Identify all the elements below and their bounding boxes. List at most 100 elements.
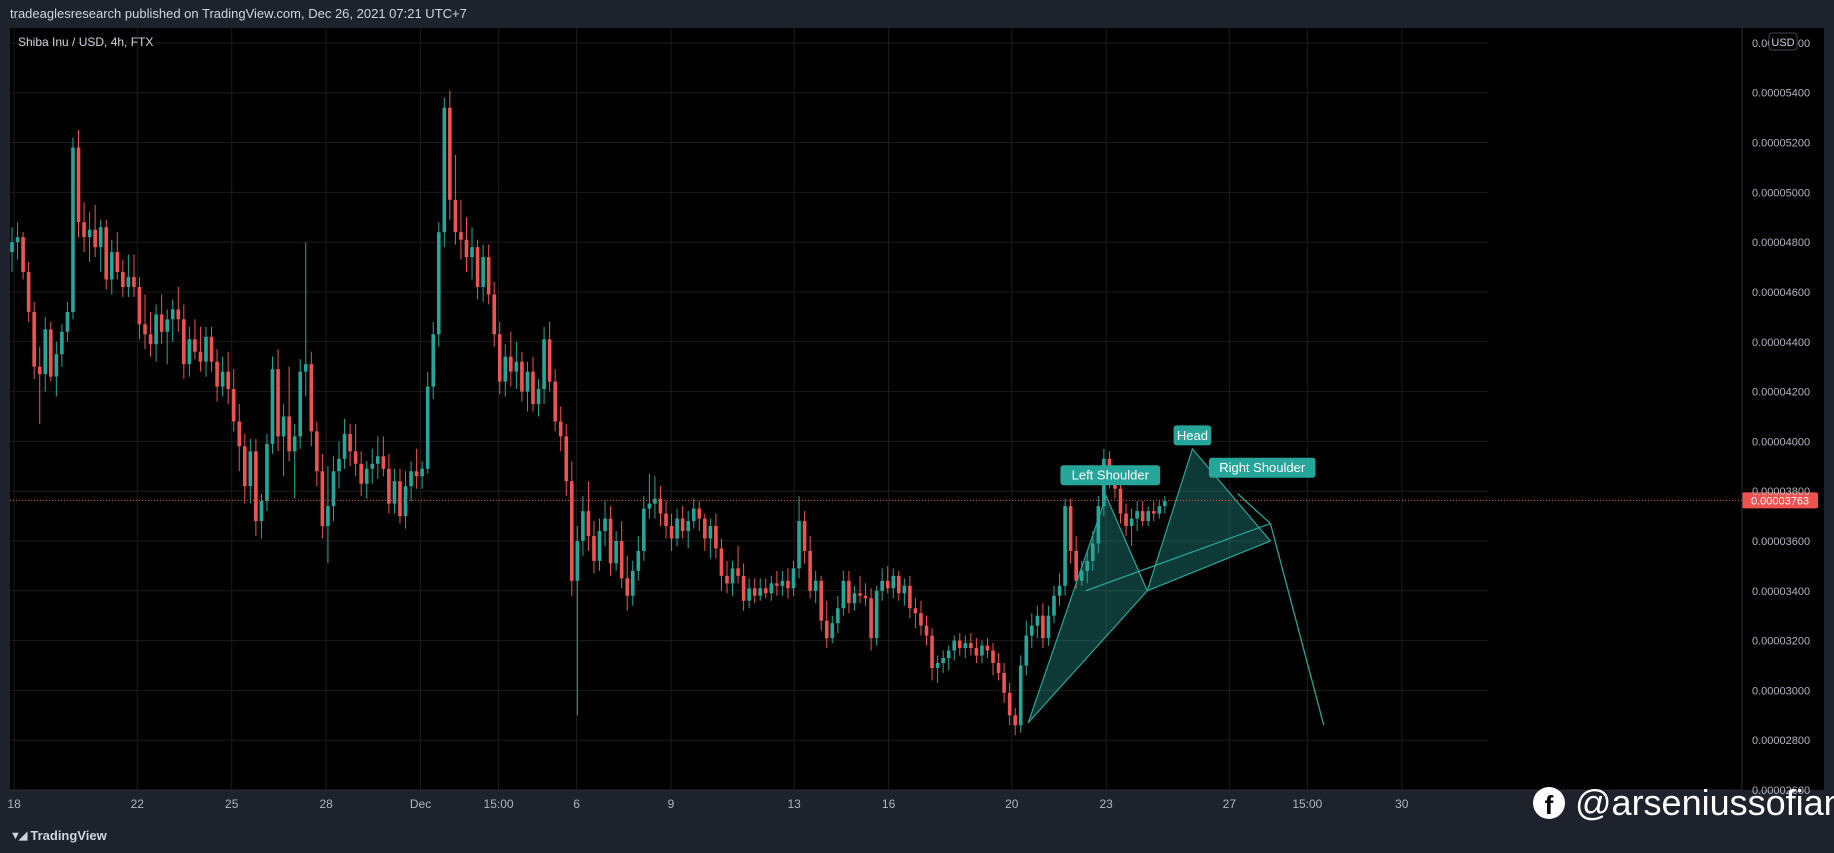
currency-badge-box[interactable] (1768, 32, 1798, 51)
candle-body (946, 650, 951, 659)
y-tick-label: 0.00003200 (1752, 636, 1810, 648)
candle-body (137, 286, 142, 325)
candle-body (76, 147, 81, 223)
candle-body (204, 336, 208, 362)
candle-body (1151, 511, 1156, 514)
candle-body (608, 518, 613, 564)
candle-body (669, 526, 674, 539)
candle-body (409, 471, 413, 487)
candle-body (54, 354, 59, 377)
candle-body (542, 339, 546, 390)
watermark-handle: @arseniussofian (1575, 782, 1834, 823)
candle-body (1030, 625, 1034, 636)
pattern-label-box (1208, 457, 1316, 478)
y-tick-label: 0.00002800 (1752, 735, 1810, 747)
x-tick-label: 15:00 (484, 797, 514, 811)
candle-body (869, 598, 873, 639)
candle-body (614, 540, 618, 564)
candle-body (237, 421, 242, 447)
candlestick-chart[interactable]: Left Shoulder Head Right Shoulder 0.000037… (0, 0, 1834, 818)
pattern-label: Right Shoulder (1219, 460, 1306, 475)
candle-body (952, 640, 957, 651)
candle-body (642, 508, 646, 551)
candle-body (425, 386, 430, 469)
candle-body (653, 498, 657, 504)
footer: ▼◢ TradingView (0, 818, 1834, 853)
candle-body (802, 521, 807, 551)
candle-body (603, 518, 607, 532)
price-axis-background[interactable] (1742, 28, 1824, 790)
facebook-icon: f (1533, 787, 1565, 819)
y-tick-label: 0.00003800 (1752, 486, 1810, 498)
candle-body (48, 329, 53, 377)
candle-body (226, 371, 230, 390)
candle-body (381, 456, 386, 469)
candle-body (1035, 615, 1040, 626)
x-tick-label: 22 (131, 797, 145, 811)
candle-body (996, 663, 1001, 673)
tradingview-brand[interactable]: ▼◢ TradingView (10, 828, 107, 843)
x-tick-label: 20 (1005, 797, 1019, 811)
y-tick-label: 0.00005200 (1752, 138, 1810, 150)
candle-body (509, 356, 513, 372)
candle-body (65, 311, 70, 332)
candle-body (758, 588, 763, 596)
candle-body (470, 247, 474, 258)
candle-body (697, 508, 702, 519)
candle-body (1046, 615, 1051, 639)
x-tick-label: 30 (1395, 797, 1409, 811)
candle-body (863, 595, 868, 599)
candle-body (348, 433, 352, 452)
pattern-label-box (1173, 425, 1212, 446)
candle-body (841, 580, 846, 609)
candle-body (686, 521, 690, 532)
candle-body (87, 229, 92, 238)
candle-body (370, 463, 375, 469)
candle-body (763, 588, 768, 594)
candle-body (242, 446, 247, 487)
candle-body (1013, 715, 1017, 726)
y-tick-label: 0.00005000 (1752, 187, 1810, 199)
candle-body (309, 364, 314, 432)
candle-body (1096, 506, 1101, 544)
candle-body (326, 506, 330, 527)
x-tick-label: 27 (1223, 797, 1237, 811)
candle-body (276, 369, 280, 437)
candle-body (492, 294, 496, 335)
candle-body (703, 518, 707, 539)
candle-body (1129, 518, 1134, 527)
candle-body (647, 503, 652, 509)
candle-body (957, 640, 962, 649)
candle-body (930, 635, 934, 668)
x-tick-label: 28 (319, 797, 333, 811)
pattern-triangle (1027, 494, 1148, 724)
candle-body (193, 339, 197, 352)
candle-body (403, 486, 408, 517)
candle-body (353, 451, 358, 464)
candle-body (636, 550, 641, 571)
candle-body (220, 371, 225, 387)
x-tick-label: 25 (225, 797, 239, 811)
y-tick-label: 0.00004200 (1752, 387, 1810, 399)
candle-body (32, 311, 36, 367)
candle-body (176, 309, 181, 320)
candle-body (109, 252, 114, 280)
candle-body (891, 575, 896, 589)
candle-body (187, 339, 192, 365)
candle-body (752, 588, 757, 596)
candle-body (880, 580, 884, 591)
candle-body (924, 625, 929, 636)
pattern-line (1085, 522, 1271, 592)
candle-body (564, 436, 569, 482)
candle-body (581, 511, 585, 541)
watermark: f @arseniussofian (1533, 781, 1834, 825)
candle-body (586, 511, 591, 536)
candle-body (60, 331, 64, 355)
candle-body (536, 389, 541, 405)
candle-body (359, 463, 363, 484)
candle-body (797, 521, 801, 569)
pattern-label: Left Shoulder (1072, 468, 1150, 483)
candle-body (885, 580, 890, 589)
pattern-label-box (1060, 465, 1161, 486)
candle-body (730, 568, 735, 584)
